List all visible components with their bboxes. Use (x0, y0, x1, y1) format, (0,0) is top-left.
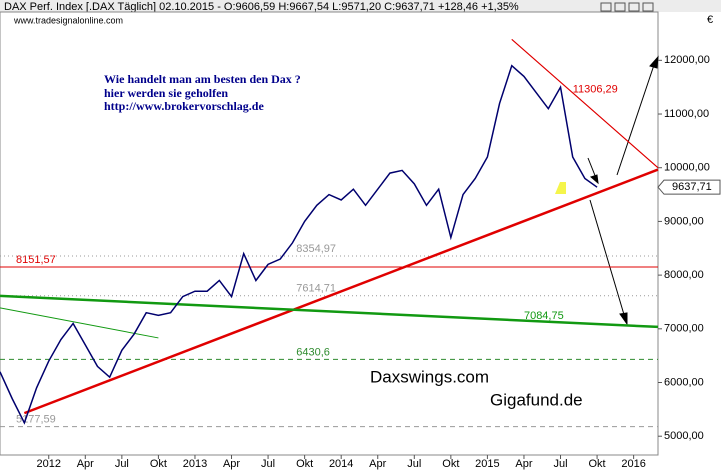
x-tick-label: Okt (150, 458, 167, 470)
toolbar[interactable] (600, 2, 654, 12)
y-tick-label: 8000,00 (664, 269, 704, 281)
arrows (587, 55, 659, 326)
x-tick-label: 2014 (329, 458, 353, 470)
subtitle: www.tradesignalonline.com (13, 15, 123, 25)
x-tick-label: 2016 (621, 458, 645, 470)
price-tag-label: 9637,71 (672, 181, 712, 193)
y-tick-label: 6000,00 (664, 376, 704, 388)
price-tag (657, 179, 721, 195)
x-tick-label: Apr (77, 458, 94, 470)
trend-label: 7084,75 (524, 310, 564, 322)
level-label: 8354,97 (296, 243, 336, 255)
trend-label: 11306,29 (573, 83, 618, 95)
level-label: 8151,57 (16, 254, 56, 266)
level-label: 7614,71 (296, 283, 336, 295)
x-tick-label: Apr (515, 458, 532, 470)
watermark: Daxswings.com (370, 367, 489, 386)
trend-line (0, 294, 659, 329)
chart-title: DAX Perf. Index [.DAX Täglich] 02.10.201… (4, 1, 519, 13)
y-tick-label: 7000,00 (664, 323, 704, 335)
x-tick-label: 2015 (475, 458, 499, 470)
x-tick-label: 2012 (36, 458, 60, 470)
x-tick-label: Jul (261, 458, 275, 470)
header-bar (0, 0, 721, 12)
x-tick-label: Jul (553, 458, 567, 470)
highlight (555, 182, 566, 194)
price-line (0, 64, 598, 425)
annotation: http://www.brokervorschlag.de (104, 99, 264, 113)
x-tick-label: 2013 (183, 458, 207, 470)
trend-line (23, 168, 659, 415)
annotation: hier werden sie geholfen (104, 86, 228, 100)
y-tick-label: 11000,00 (664, 108, 709, 120)
trend-line (0, 307, 159, 339)
y-tick-label: 12000,00 (664, 54, 710, 66)
x-tick-label: Okt (589, 458, 606, 470)
x-tick-label: Okt (296, 458, 313, 470)
x-tick-label: Okt (442, 458, 459, 470)
y-tick-label: 10000,00 (664, 162, 710, 174)
annotation: Wie handelt man am besten den Dax ? (104, 72, 301, 86)
y-tick-label: 5000,00 (664, 430, 704, 442)
x-tick-label: Apr (223, 458, 240, 470)
x-tick-label: Apr (369, 458, 386, 470)
level-label: 6430,6 (296, 346, 330, 358)
y-tick-label: 9000,00 (664, 215, 704, 227)
watermark: Gigafund.de (490, 390, 583, 409)
trend-line (511, 39, 659, 169)
currency: € (707, 14, 713, 26)
x-tick-label: Jul (407, 458, 421, 470)
x-tick-label: Jul (115, 458, 129, 470)
